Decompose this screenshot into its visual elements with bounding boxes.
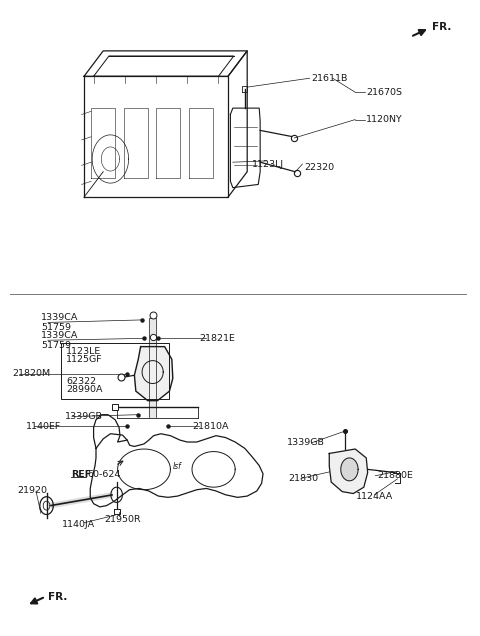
Text: 1123LE: 1123LE: [66, 347, 101, 356]
Text: 1140EF: 1140EF: [26, 422, 61, 431]
Text: 28990A: 28990A: [66, 385, 103, 394]
Text: lsf: lsf: [173, 462, 182, 471]
Text: 1125GF: 1125GF: [66, 355, 103, 364]
Bar: [61, 343, 169, 399]
Text: 1339GB: 1339GB: [65, 412, 103, 421]
Text: 21670S: 21670S: [366, 88, 402, 97]
Text: 62322: 62322: [66, 377, 96, 386]
Text: 60-624: 60-624: [87, 470, 121, 479]
Text: 21810A: 21810A: [192, 422, 228, 431]
Text: 21920: 21920: [17, 487, 47, 495]
Text: 22320: 22320: [304, 163, 334, 172]
Text: 21611B: 21611B: [311, 74, 348, 83]
Text: 1339CA
51759: 1339CA 51759: [41, 313, 78, 332]
Text: 1123LJ: 1123LJ: [252, 160, 284, 169]
Polygon shape: [329, 449, 368, 494]
Text: REF.: REF.: [71, 470, 94, 479]
Text: 21821E: 21821E: [199, 334, 235, 343]
Text: 21880E: 21880E: [377, 471, 413, 480]
Text: 21950R: 21950R: [105, 515, 141, 524]
Text: 21830: 21830: [288, 474, 318, 483]
Polygon shape: [341, 458, 358, 481]
Text: FR.: FR.: [48, 591, 67, 602]
Text: FR.: FR.: [432, 22, 451, 32]
Text: 21820M: 21820M: [12, 370, 50, 378]
Text: 1124AA: 1124AA: [356, 492, 394, 501]
Text: 1120NY: 1120NY: [366, 115, 403, 124]
Polygon shape: [134, 347, 173, 401]
Text: 1339CA
51759: 1339CA 51759: [41, 331, 78, 350]
Text: 1140JA: 1140JA: [62, 520, 96, 529]
Text: 1339GB: 1339GB: [287, 438, 325, 447]
